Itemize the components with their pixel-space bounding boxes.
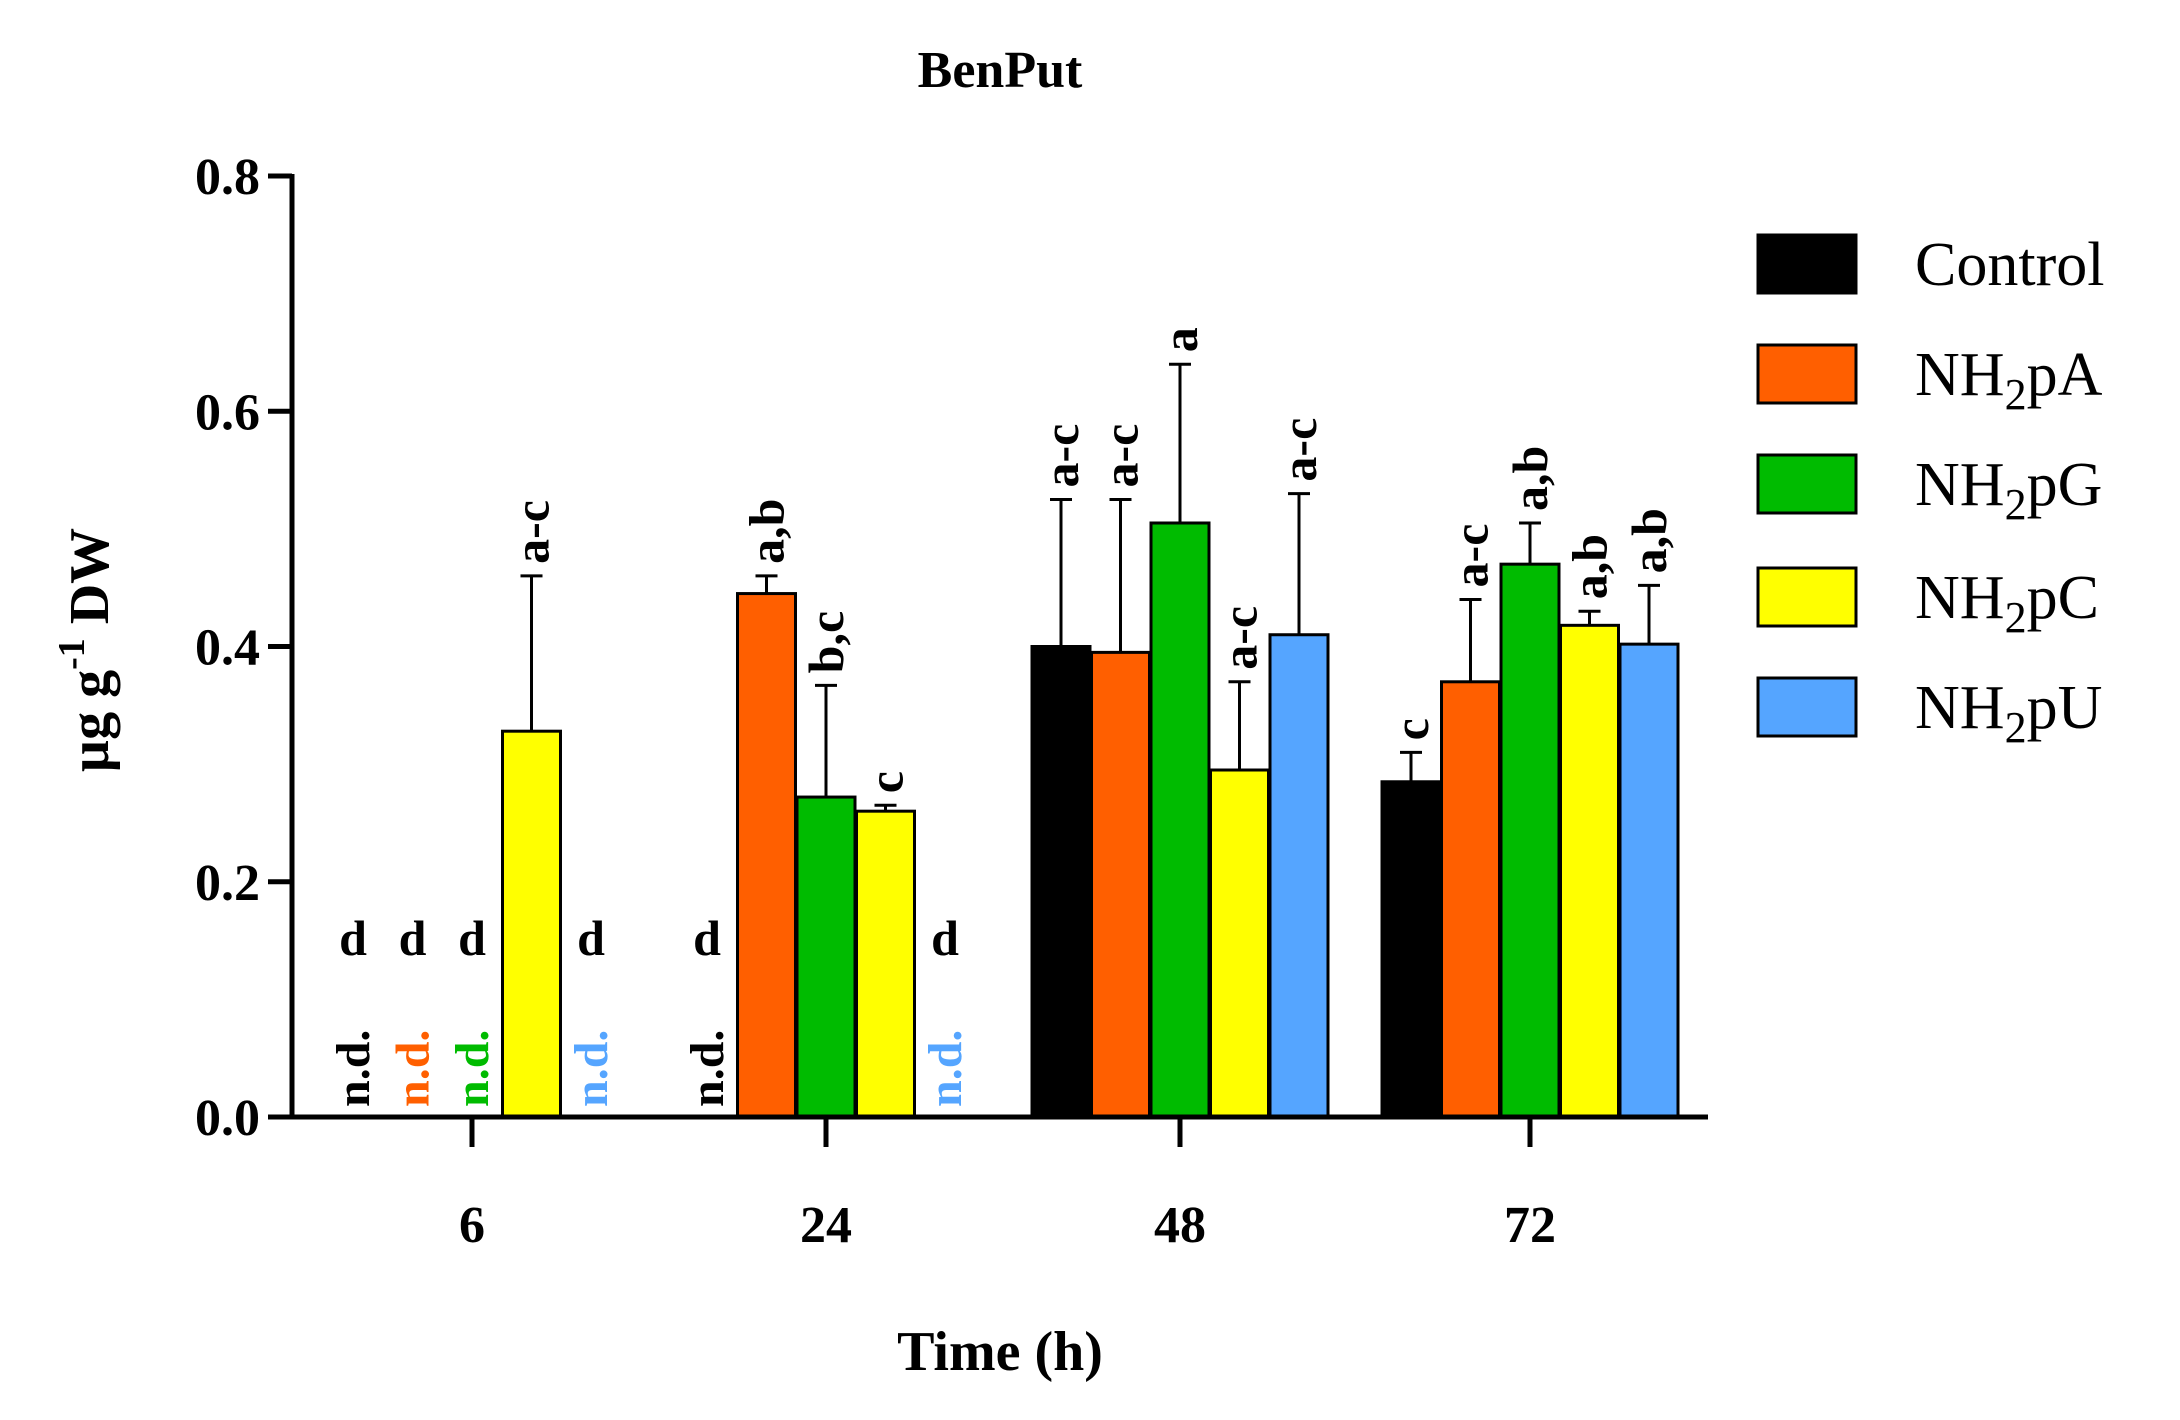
significance-letter: a,b xyxy=(739,499,795,564)
legend-swatch-control xyxy=(1756,233,1858,295)
nd-label: n.d. xyxy=(446,1030,499,1107)
significance-letter: a-c xyxy=(1033,424,1089,488)
significance-letter: a,b xyxy=(1502,446,1558,511)
significance-letter: b,c xyxy=(798,611,854,674)
x-tick-label: 72 xyxy=(1504,1197,1556,1254)
bar-nh2pg-48 xyxy=(1149,521,1211,1119)
nd-label: n.d. xyxy=(919,1030,972,1107)
significance-letter: d xyxy=(693,910,721,966)
legend-label-control: Control xyxy=(1915,231,2104,299)
nd-label: n.d. xyxy=(327,1030,380,1107)
nd-label: n.d. xyxy=(681,1030,734,1107)
legend-label-nh2pc: NH2pC xyxy=(1915,564,2099,642)
significance-letter: c xyxy=(1383,718,1439,740)
bar-nh2pa-48 xyxy=(1090,650,1151,1119)
significance-letter: a-c xyxy=(1443,524,1499,588)
chart-title: BenPut xyxy=(918,42,1083,99)
y-tick-label: 0.4 xyxy=(195,620,260,677)
legend-label-nh2pg: NH2pG xyxy=(1915,451,2102,529)
y-tick-label: 0.2 xyxy=(195,855,260,912)
significance-letter: d xyxy=(399,910,427,966)
y-tick-label: 0.0 xyxy=(195,1090,260,1147)
axes: 0.0 0.2 0.4 0.6 0.8 6 24 48 72 xyxy=(195,149,1708,1254)
bar-nh2pg-72 xyxy=(1499,562,1561,1119)
nd-label: n.d. xyxy=(565,1030,618,1107)
bar-nh2pc-72 xyxy=(1559,623,1620,1119)
significance-letter: d xyxy=(931,910,959,966)
bar-nh2pc-6 xyxy=(501,729,562,1119)
bar-nh2pg-24 xyxy=(795,795,857,1119)
bar-nh2pu-72 xyxy=(1618,642,1680,1119)
y-tick-label: 0.8 xyxy=(195,149,260,206)
significance-letter: a xyxy=(1152,327,1208,352)
bar-nh2pa-24 xyxy=(736,592,797,1119)
bar-nh2pc-24 xyxy=(855,809,916,1119)
x-tick-label: 24 xyxy=(800,1197,852,1254)
x-axis-label: Time (h) xyxy=(897,1321,1103,1383)
legend-label-nh2pa: NH2pA xyxy=(1915,341,2103,419)
significance-letter: a-c xyxy=(1093,424,1149,488)
x-tick-label: 6 xyxy=(459,1197,485,1254)
legend-swatch-nh2pa xyxy=(1756,343,1858,405)
significance-letter: a,b xyxy=(1621,508,1677,573)
significance-letter: a-c xyxy=(1212,606,1268,670)
bar-nh2pu-48 xyxy=(1268,633,1330,1119)
significance-letter: a,b xyxy=(1562,534,1618,599)
legend-swatch-nh2pu xyxy=(1756,676,1858,738)
nd-label: n.d. xyxy=(387,1030,440,1107)
significance-letter: a-c xyxy=(504,500,560,564)
significance-letter: d xyxy=(339,910,367,966)
bar-control-48 xyxy=(1030,645,1092,1119)
y-axis-label: µg g-1 DW xyxy=(51,528,121,772)
legend-swatch-nh2pg xyxy=(1756,453,1858,515)
legend-label-nh2pu: NH2pU xyxy=(1915,674,2102,752)
bar-control-72 xyxy=(1380,780,1442,1119)
bar-nh2pc-48 xyxy=(1209,768,1270,1119)
plot-area: n.d.dn.d.da-ccn.d.da,ba-ca-cn.d.db,caa,b… xyxy=(327,327,1680,1119)
significance-letter: d xyxy=(577,910,605,966)
x-tick-label: 48 xyxy=(1154,1197,1206,1254)
bar-nh2pa-72 xyxy=(1440,680,1501,1119)
y-tick-label: 0.6 xyxy=(195,384,260,441)
legend-swatch-nh2pc xyxy=(1756,566,1858,628)
significance-letter: a-c xyxy=(1271,418,1327,482)
significance-letter: d xyxy=(458,910,486,966)
significance-letter: c xyxy=(858,771,914,793)
legend: Control NH2pA NH2pG NH2pC NH2pU xyxy=(1756,231,2104,752)
